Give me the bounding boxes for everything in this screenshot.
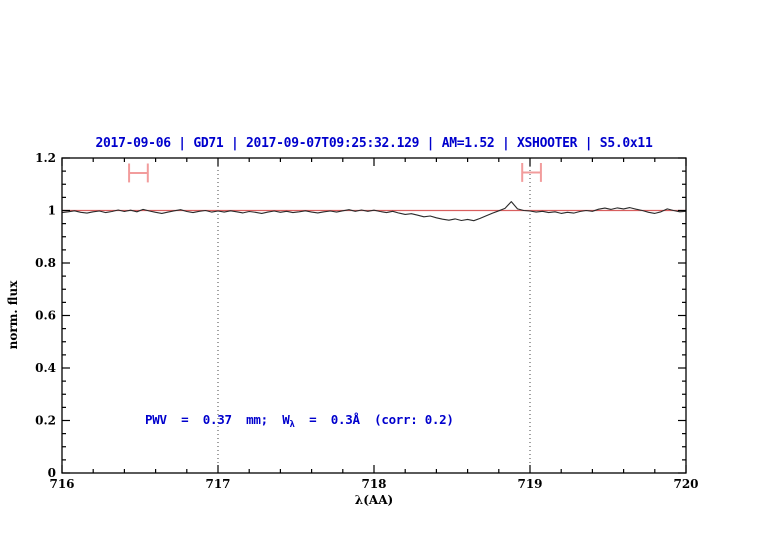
plot-title: 2017-09-06 | GD71 | 2017-09-07T09:25:32.… — [95, 136, 653, 151]
pwv-annotation-prefix: PWV = 0.37 mm; W — [145, 412, 290, 427]
axis-ticks — [61, 157, 687, 474]
y-axis-label: norm. flux — [6, 280, 20, 350]
x-tick-label: 716 — [49, 477, 74, 491]
y-tick-label: 1 — [48, 204, 56, 218]
x-tick-label: 717 — [205, 477, 230, 491]
x-axis-label: λ(AA) — [354, 493, 394, 507]
x-tick-labels: 716 717 718 719 720 — [49, 477, 698, 491]
spectrum-line — [61, 201, 687, 222]
y-tick-label: 0 — [48, 466, 56, 480]
y-tick-label: 0.8 — [35, 256, 56, 270]
x-tick-label: 718 — [361, 477, 386, 491]
pwv-annotation-suffix: = 0.3Å (corr: 0.2) — [294, 412, 454, 427]
pwv-annotation-lambda-subscript: λ — [289, 420, 295, 430]
y-tick-labels: 0 0.2 0.4 0.6 0.8 1 1.2 — [35, 151, 56, 480]
y-tick-label: 0.6 — [35, 309, 56, 323]
telluric-markers — [128, 162, 542, 183]
x-tick-label: 719 — [517, 477, 542, 491]
y-tick-label: 0.4 — [35, 361, 56, 375]
pwv-annotation: PWV = 0.37 mm; Wλ = 0.3Å (corr: 0.2) — [145, 412, 454, 430]
y-tick-label: 0.2 — [35, 414, 56, 428]
y-tick-label: 1.2 — [35, 151, 56, 165]
x-tick-label: 720 — [673, 477, 698, 491]
